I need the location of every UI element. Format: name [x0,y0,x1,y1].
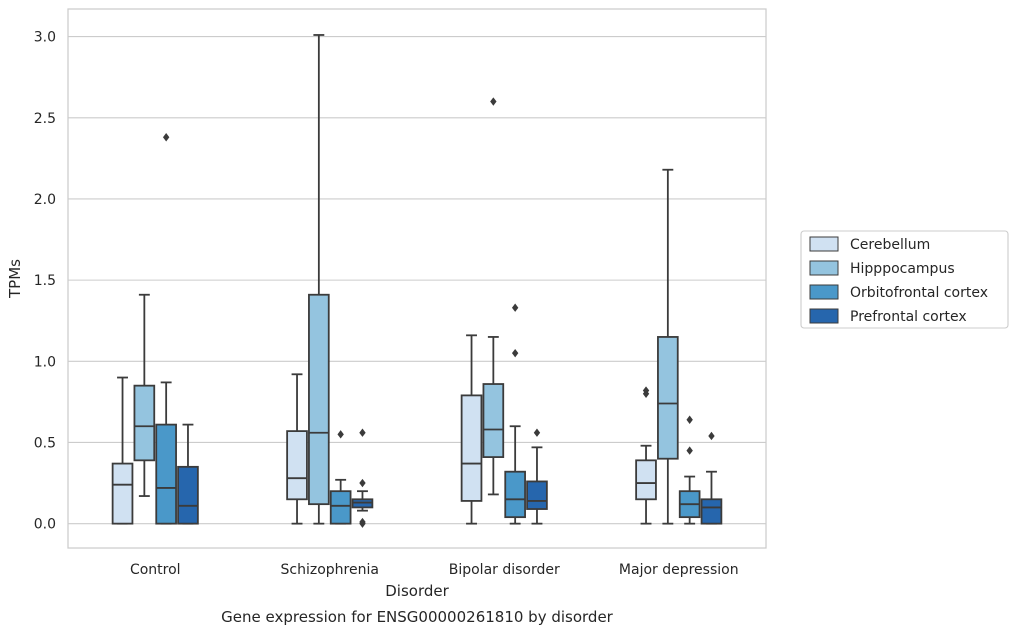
legend-swatch [809,236,839,252]
box-hipppocampus [657,168,679,525]
outlier-point [490,97,497,106]
box-iqr [504,470,526,519]
outlier-point [708,431,715,441]
y-tick-label: 0.0 [34,517,56,533]
box-iqr [460,394,483,502]
outlier-point [511,303,519,312]
outlier-point [686,446,693,455]
box-iqr [308,293,330,506]
outlier-point [359,517,366,527]
legend-swatch [809,260,839,276]
chart-caption: Gene expression for ENSG00000261810 by d… [221,608,614,626]
x-tick-labels: Control Schizophrenia Bipolar disorder Majo… [130,562,739,578]
y-tick-labels: 0.0 0.5 1.0 1.5 2.0 2.5 3.0 [34,30,56,533]
box-iqr [482,383,505,458]
plot-area-frame [67,8,767,549]
legend-swatch [809,284,839,300]
box-hipppocampus [482,97,505,496]
box-cerebellum [460,334,483,525]
legend-label: Orbitofrontal cortex [850,285,988,301]
box-iqr [177,465,199,525]
outlier-point [337,430,344,439]
box-orbitofrontal-cortex [329,430,352,525]
y-tick-label: 2.5 [34,111,56,127]
box-cerebellum [111,376,134,525]
outlier-point [359,478,366,488]
y-tick-label: 0.5 [34,435,56,451]
outlier-point [686,415,693,424]
box-prefrontal-cortex [177,423,199,525]
box-orbitofrontal-cortex [504,303,526,525]
outlier-point [359,428,366,437]
legend: Cerebellum Hipppocampus Orbitofrontal cort… [800,230,1009,329]
x-tick-label: Bipolar disorder [449,562,560,578]
y-tick-label: 1.5 [34,273,56,289]
box-iqr [133,384,156,462]
outlier-point [162,133,170,142]
box-orbitofrontal-cortex [678,415,701,525]
box-iqr [657,336,679,460]
box-hipppocampus [308,34,330,525]
legend-label: Prefrontal cortex [850,309,967,325]
outlier-point [533,428,541,437]
y-tick-label: 3.0 [34,30,56,46]
outlier-point [642,386,650,395]
box-cerebellum [635,386,657,525]
box-hipppocampus [133,293,156,497]
outlier-point [511,348,519,358]
box-iqr [111,462,134,525]
box-iqr [286,430,308,501]
box-plot-marks [111,34,723,528]
box-prefrontal-cortex [526,428,548,525]
y-tick-label: 1.0 [34,354,56,370]
box-iqr [329,490,352,525]
legend-frame [800,230,1009,329]
x-axis-title: Disorder [385,582,449,600]
legend-swatch [809,308,839,324]
box-iqr [155,423,177,525]
legend-label: Hipppocampus [850,261,955,277]
legend-label: Cerebellum [850,237,930,253]
box-iqr [700,498,723,525]
box-iqr [526,480,548,510]
x-tick-label: Control [130,562,181,578]
gridlines [68,36,766,525]
box-prefrontal-cortex [351,428,374,528]
x-tick-label: Schizophrenia [281,562,379,578]
box-prefrontal-cortex [700,431,723,525]
y-tick-label: 2.0 [34,192,56,208]
x-tick-label: Major depression [619,562,739,578]
box-cerebellum [286,373,308,525]
box-iqr [635,459,657,501]
box-orbitofrontal-cortex [155,133,177,525]
y-axis-title: TPMs [6,259,24,299]
